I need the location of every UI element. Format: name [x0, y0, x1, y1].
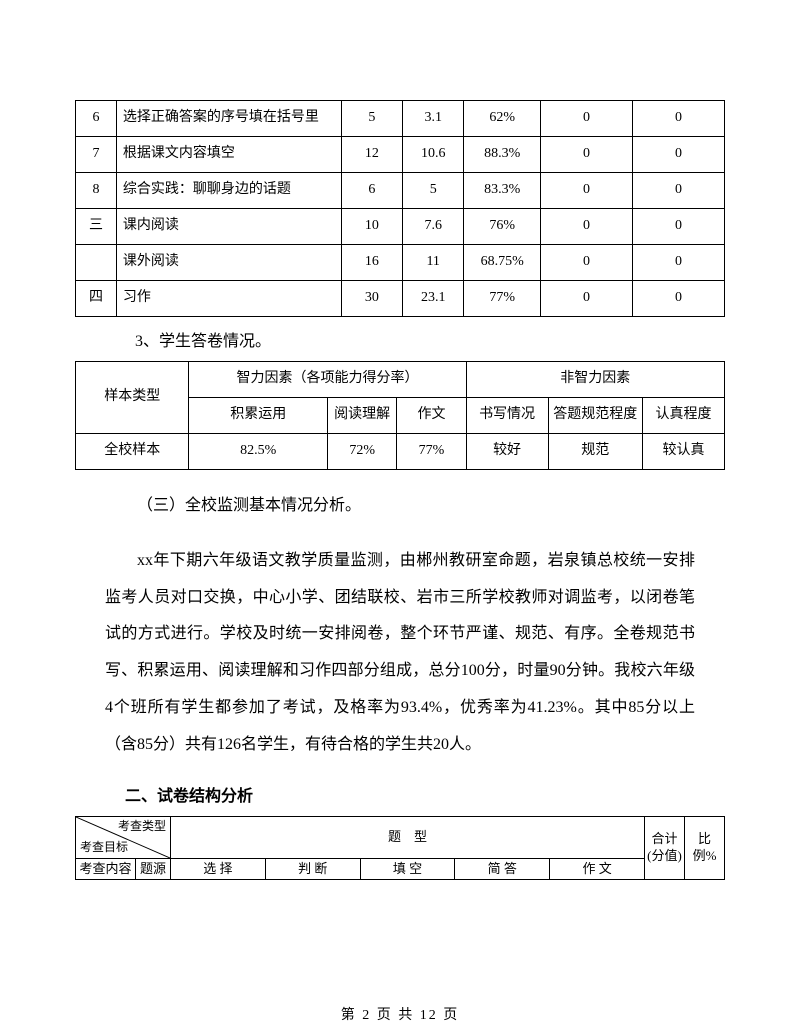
row-zero1: 0: [540, 209, 632, 245]
type-short: 简 答: [455, 858, 550, 880]
table-row: 8 综合实践：聊聊身边的话题 6 5 83.3% 0 0: [76, 173, 725, 209]
sub-content: 考查内容: [76, 858, 136, 880]
val-read: 72%: [328, 434, 397, 470]
diag-top-label: 考查类型: [118, 819, 166, 835]
sub-attitude: 认真程度: [643, 398, 725, 434]
val-essay: 77%: [397, 434, 466, 470]
val-attitude: 较认真: [643, 434, 725, 470]
row-number: 6: [76, 101, 117, 137]
header-question-type: 题 型: [171, 816, 645, 858]
row-avg: 3.1: [403, 101, 464, 137]
table-row: 三 课内阅读 10 7.6 76% 0 0: [76, 209, 725, 245]
row-fullscore: 5: [341, 101, 402, 137]
row-fullscore: 10: [341, 209, 402, 245]
type-judge: 判 断: [265, 858, 360, 880]
row-rate: 76%: [464, 209, 541, 245]
score-breakdown-rows: 6 选择正确答案的序号填在括号里 5 3.1 62% 0 0 7 根据课文内容填…: [76, 101, 725, 317]
table-header-row: 考查类型 考查目标 题 型 合计(分值) 比例%: [76, 816, 725, 858]
row-fullscore: 12: [341, 137, 402, 173]
page-footer: 第 2 页 共 12 页: [0, 1004, 800, 1024]
val-norm: 规范: [548, 434, 643, 470]
row-zero1: 0: [540, 137, 632, 173]
row-number: 8: [76, 173, 117, 209]
analysis-paragraph: xx年下期六年级语文教学质量监测，由郴州教研室命题，岩泉镇总校统一安排监考人员对…: [105, 543, 695, 764]
row-avg: 5: [403, 173, 464, 209]
table-row: 6 选择正确答案的序号填在括号里 5 3.1 62% 0 0: [76, 101, 725, 137]
row-avg: 7.6: [403, 209, 464, 245]
table-row: 课外阅读 16 11 68.75% 0 0: [76, 245, 725, 281]
diagonal-header-cell: 考查类型 考查目标: [76, 816, 171, 858]
row-zero1: 0: [540, 173, 632, 209]
row-desc: 选择正确答案的序号填在括号里: [116, 101, 341, 137]
sub-norm: 答题规范程度: [548, 398, 643, 434]
table-row: 四 习作 30 23.1 77% 0 0: [76, 281, 725, 317]
row-avg: 10.6: [403, 137, 464, 173]
row-zero1: 0: [540, 101, 632, 137]
row-number: 三: [76, 209, 117, 245]
header-nonintel: 非智力因素: [466, 362, 724, 398]
subsection-3-heading: （三）全校监测基本情况分析。: [105, 488, 695, 525]
row-number: 7: [76, 137, 117, 173]
val-write: 较好: [466, 434, 548, 470]
row-zero1: 0: [540, 281, 632, 317]
sub-write: 书写情况: [466, 398, 548, 434]
row-label: 全校样本: [76, 434, 189, 470]
header-pct: 比例%: [685, 816, 725, 880]
paper-structure-table: 考查类型 考查目标 题 型 合计(分值) 比例% 考查内容 题源 选 择 判 断…: [75, 816, 725, 881]
type-fill: 填 空: [360, 858, 455, 880]
val-accum: 82.5%: [189, 434, 328, 470]
row-desc: 根据课文内容填空: [116, 137, 341, 173]
row-fullscore: 30: [341, 281, 402, 317]
row-zero1: 0: [540, 245, 632, 281]
answer-situation-table: 样本类型 智力因素（各项能力得分率） 非智力因素 积累运用 阅读理解 作文 书写…: [75, 361, 725, 470]
diag-bot-label: 考查目标: [80, 840, 128, 856]
row-fullscore: 16: [341, 245, 402, 281]
row-rate: 77%: [464, 281, 541, 317]
type-essay: 作 文: [550, 858, 645, 880]
row-avg: 11: [403, 245, 464, 281]
row-avg: 23.1: [403, 281, 464, 317]
header-sample-type: 样本类型: [76, 362, 189, 434]
row-number: 四: [76, 281, 117, 317]
sub-read: 阅读理解: [328, 398, 397, 434]
table-data-row: 全校样本 82.5% 72% 77% 较好 规范 较认真: [76, 434, 725, 470]
row-desc: 课内阅读: [116, 209, 341, 245]
table-header-row: 样本类型 智力因素（各项能力得分率） 非智力因素: [76, 362, 725, 398]
row-number: [76, 245, 117, 281]
row-zero2: 0: [632, 281, 724, 317]
row-fullscore: 6: [341, 173, 402, 209]
row-zero2: 0: [632, 209, 724, 245]
sub-source: 题源: [136, 858, 171, 880]
table-row: 7 根据课文内容填空 12 10.6 88.3% 0 0: [76, 137, 725, 173]
row-zero2: 0: [632, 137, 724, 173]
row-rate: 68.75%: [464, 245, 541, 281]
sub-essay: 作文: [397, 398, 466, 434]
row-zero2: 0: [632, 245, 724, 281]
section-3-label: 3、学生答卷情况。: [135, 327, 725, 351]
row-rate: 62%: [464, 101, 541, 137]
sub-accum: 积累运用: [189, 398, 328, 434]
section-2-heading: 二、试卷结构分析: [125, 782, 695, 806]
row-rate: 88.3%: [464, 137, 541, 173]
header-sum: 合计(分值): [645, 816, 685, 880]
table-subheader-row: 考查内容 题源 选 择 判 断 填 空 简 答 作 文: [76, 858, 725, 880]
row-desc: 综合实践：聊聊身边的话题: [116, 173, 341, 209]
row-desc: 习作: [116, 281, 341, 317]
header-intel: 智力因素（各项能力得分率）: [189, 362, 466, 398]
row-rate: 83.3%: [464, 173, 541, 209]
row-zero2: 0: [632, 173, 724, 209]
type-select: 选 择: [171, 858, 266, 880]
row-desc: 课外阅读: [116, 245, 341, 281]
row-zero2: 0: [632, 101, 724, 137]
score-breakdown-table: 6 选择正确答案的序号填在括号里 5 3.1 62% 0 0 7 根据课文内容填…: [75, 100, 725, 317]
